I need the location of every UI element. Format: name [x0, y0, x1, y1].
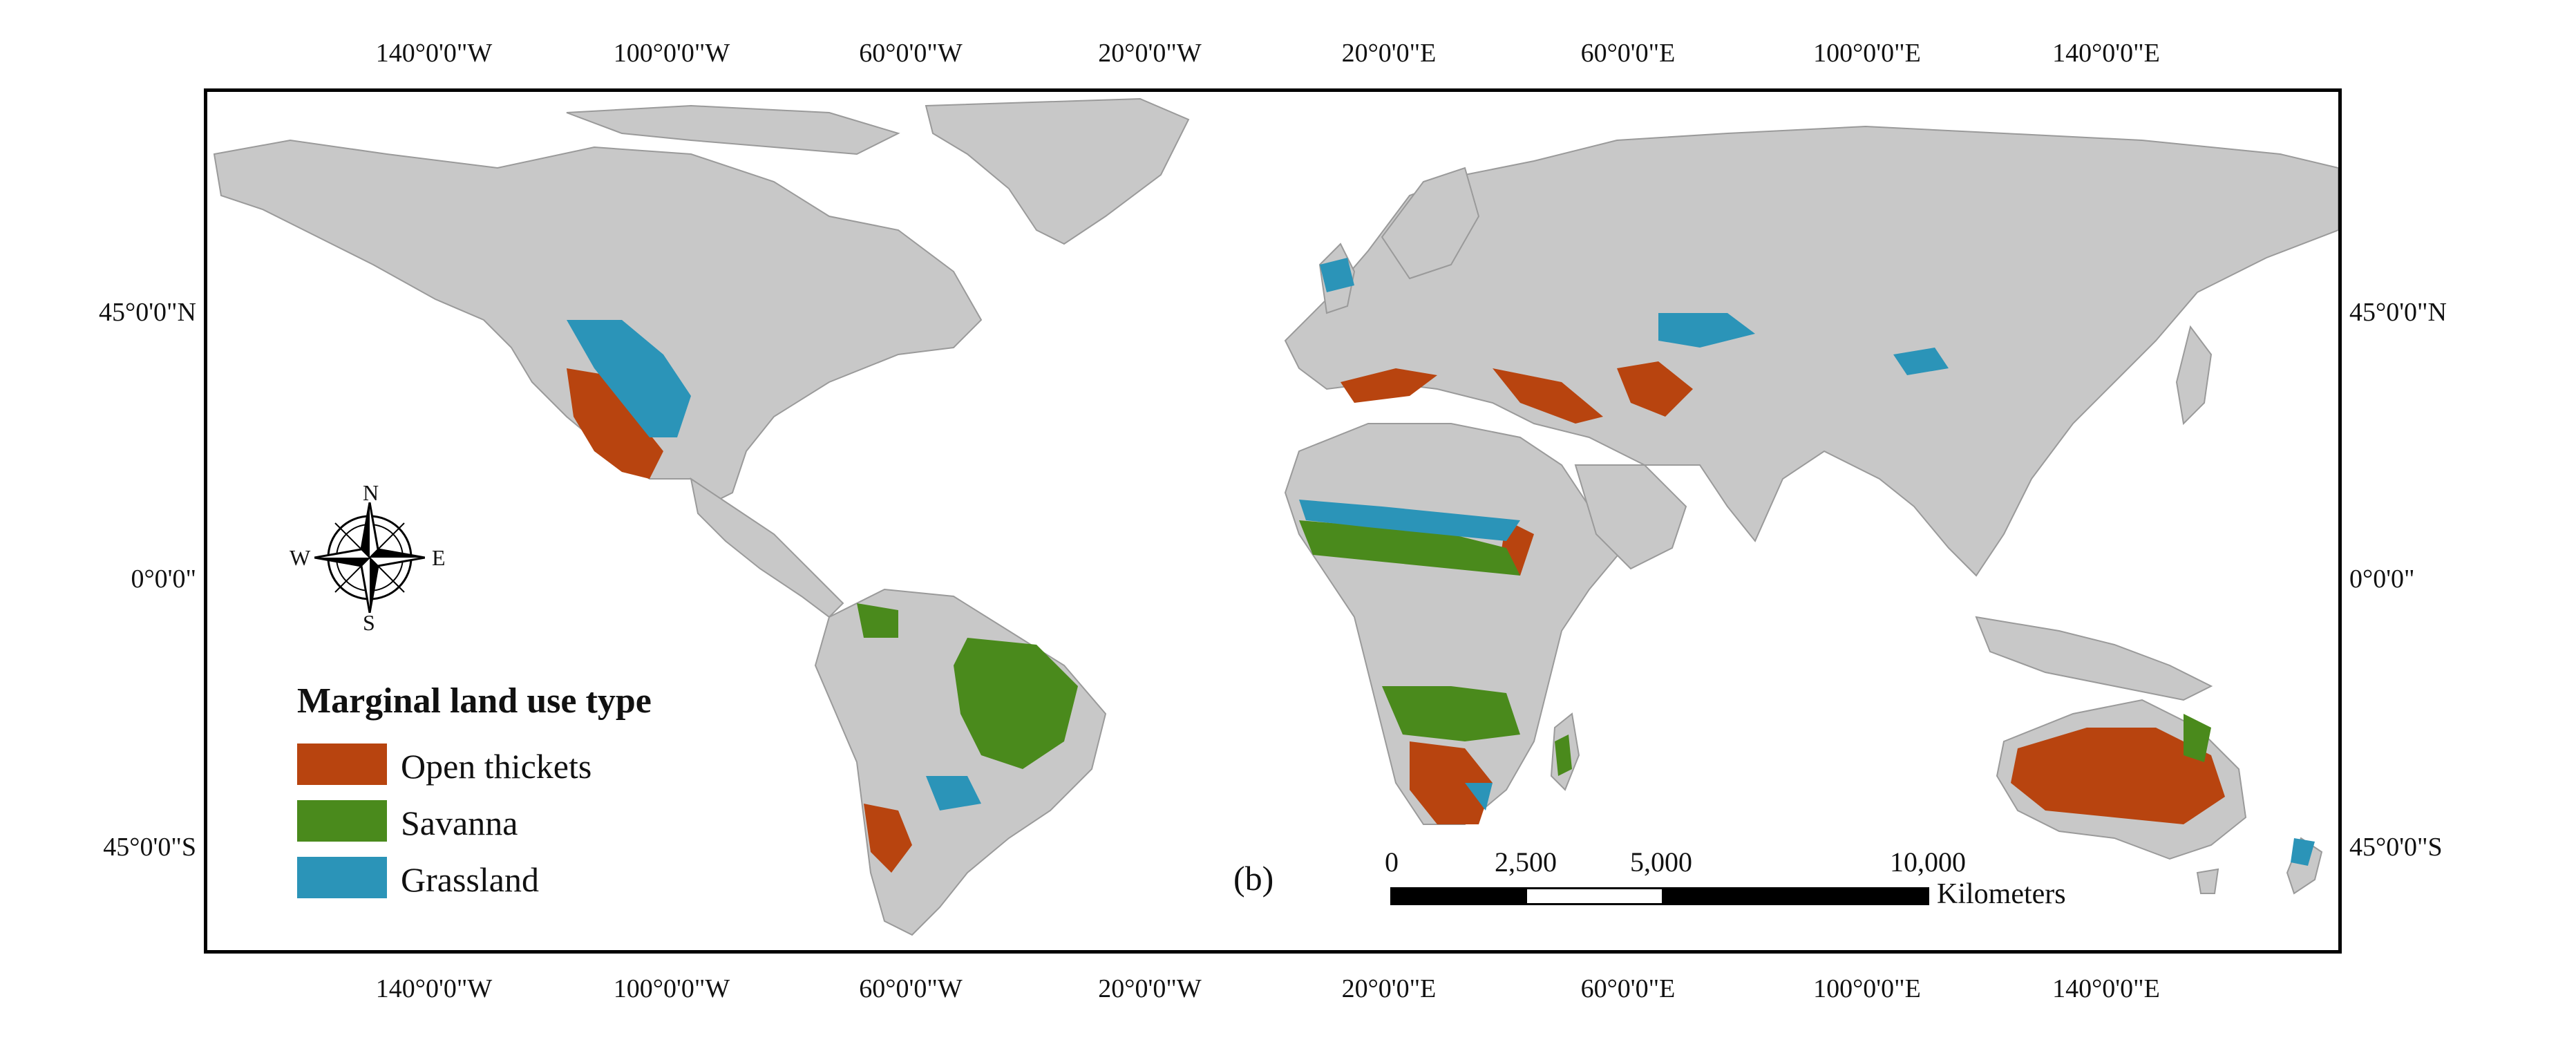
world-map: [213, 97, 2338, 936]
savanna-patch: [857, 603, 898, 638]
savanna-patch: [1299, 520, 1520, 576]
lon-tick-top-20w: 20°0'0"W: [1098, 39, 1202, 68]
lon-tick-top-140e: 140°0'0"E: [2052, 39, 2160, 68]
lon-tick-bottom-20e: 20°0'0"E: [1341, 974, 1437, 1003]
lon-tick-bottom-100e: 100°0'0"E: [1813, 974, 1921, 1003]
lon-tick-bottom-140e: 140°0'0"E: [2052, 974, 2160, 1003]
lon-tick-top-20e: 20°0'0"E: [1341, 39, 1437, 68]
savanna-layer: [857, 520, 2211, 776]
lon-tick-top-60w: 60°0'0"W: [859, 39, 963, 68]
open-thickets-patch: [1410, 741, 1493, 824]
south-america-land: [814, 588, 1107, 936]
savanna-patch: [1555, 735, 1572, 776]
compass-n-label: N: [363, 480, 379, 505]
legend-swatch-grassland: [297, 857, 387, 898]
legend-label-open-thickets: Open thickets: [401, 747, 592, 786]
savanna-patch: [2184, 714, 2211, 762]
grassland-patch: [1320, 258, 1354, 292]
grassland-patch: [1893, 348, 1949, 375]
scale-unit-label: Kilometers: [1937, 878, 2066, 910]
lat-tick-left-45s: 45°0'0"S: [103, 833, 196, 862]
grassland-patch: [1465, 783, 1493, 811]
japan-land: [2175, 325, 2213, 426]
lon-tick-top-100w: 100°0'0"W: [613, 39, 730, 68]
lat-tick-right-0: 0°0'0": [2349, 565, 2415, 594]
open-thickets-patch: [2011, 728, 2225, 824]
compass-rose: N S W E: [290, 480, 446, 635]
scale-label-0: 0: [1385, 846, 1399, 878]
scale-label-5000: 5,000: [1630, 846, 1692, 878]
compass-w-label: W: [290, 545, 311, 570]
arabia-land: [1574, 464, 1687, 570]
grassland-patch: [926, 776, 981, 811]
compass-star-icon: [314, 502, 425, 613]
lon-tick-top-100e: 100°0'0"E: [1813, 39, 1921, 68]
legend-label-grassland: Grassland: [401, 860, 539, 899]
scale-label-10000: 10,000: [1890, 846, 1966, 878]
lon-tick-top-60e: 60°0'0"E: [1580, 39, 1676, 68]
legend-label-savanna: Savanna: [401, 804, 518, 842]
grassland-patch: [2291, 838, 2315, 866]
open-thickets-patch: [1341, 368, 1437, 403]
lon-tick-top-140w: 140°0'0"W: [375, 39, 493, 68]
lat-tick-left-0: 0°0'0": [131, 565, 196, 594]
lon-tick-bottom-140w: 140°0'0"W: [375, 974, 493, 1003]
grassland-patch: [567, 320, 691, 437]
open-thickets-patch: [1493, 368, 1603, 424]
open-thickets-patch: [1617, 361, 1693, 417]
open-thickets-patch: [567, 368, 663, 479]
lon-tick-bottom-20w: 20°0'0"W: [1098, 974, 1202, 1003]
compass-s-label: S: [363, 610, 375, 635]
compass-e-label: E: [432, 545, 446, 570]
scale-bar-segment: [1662, 889, 1927, 903]
scale-bar-segment: [1527, 889, 1662, 903]
savanna-patch: [954, 638, 1078, 769]
tasmania-land: [2196, 868, 2219, 894]
lon-tick-bottom-60e: 60°0'0"E: [1580, 974, 1676, 1003]
central-america-land: [690, 477, 844, 618]
panel-label: (b): [1233, 859, 1274, 898]
lon-tick-bottom-60w: 60°0'0"W: [859, 974, 963, 1003]
grassland-patch: [1658, 313, 1755, 348]
land-masses: [213, 97, 2338, 936]
savanna-patch: [1382, 686, 1520, 741]
se-asia-islands-land: [1975, 616, 2213, 701]
legend-swatch-savanna: [297, 800, 387, 842]
scandinavia-land: [1381, 167, 1480, 280]
lat-tick-right-45n: 45°0'0"N: [2349, 298, 2447, 327]
scale-bar: [1390, 887, 1929, 905]
scale-bar-segment: [1392, 889, 1527, 903]
lat-tick-left-45n: 45°0'0"N: [99, 298, 196, 327]
grassland-patch: [1299, 500, 1520, 541]
open-thickets-layer: [567, 361, 2225, 873]
lat-tick-right-45s: 45°0'0"S: [2349, 833, 2443, 862]
map-frame: [204, 88, 2342, 954]
legend-swatch-open-thickets: [297, 743, 387, 785]
arctic-islands-land: [566, 104, 900, 155]
legend-title: Marginal land use type: [297, 681, 652, 721]
lon-tick-bottom-100w: 100°0'0"W: [613, 974, 730, 1003]
grassland-layer: [567, 258, 2315, 866]
eurasia-land: [1284, 125, 2338, 577]
open-thickets-patch: [864, 804, 912, 873]
greenland-land: [925, 97, 1190, 245]
scale-label-2500: 2,500: [1495, 846, 1557, 878]
